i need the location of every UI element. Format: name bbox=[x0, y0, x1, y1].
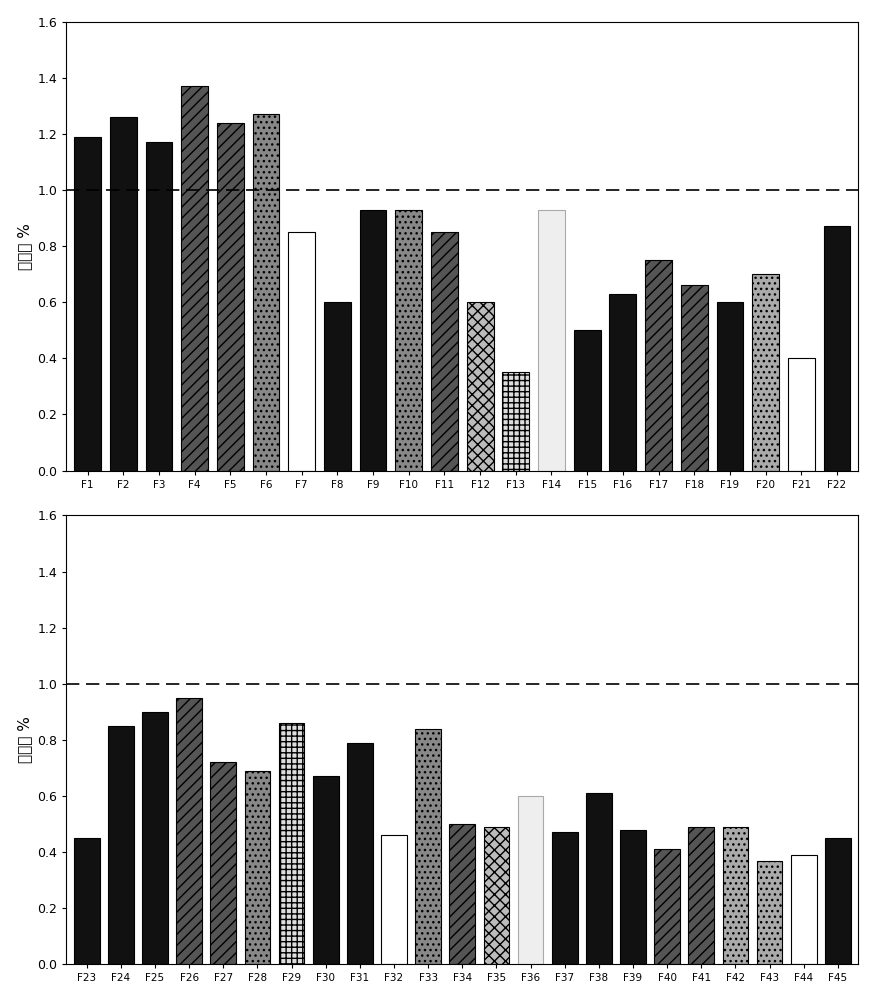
Y-axis label: 脆碎度 %: 脆碎度 % bbox=[17, 716, 32, 763]
Bar bbox=[450, 824, 475, 964]
Bar bbox=[396, 210, 422, 471]
Bar bbox=[689, 827, 714, 964]
Bar bbox=[177, 698, 202, 964]
Bar bbox=[416, 729, 441, 964]
Bar bbox=[108, 726, 134, 964]
Bar bbox=[620, 830, 646, 964]
Bar bbox=[382, 835, 407, 964]
Bar bbox=[324, 302, 351, 471]
Bar bbox=[717, 302, 743, 471]
Bar bbox=[313, 776, 339, 964]
Bar bbox=[825, 838, 850, 964]
Bar bbox=[645, 260, 672, 471]
Bar bbox=[245, 771, 270, 964]
Bar bbox=[791, 855, 816, 964]
Bar bbox=[217, 123, 244, 471]
Bar bbox=[752, 274, 779, 471]
Bar bbox=[279, 723, 304, 964]
Bar bbox=[654, 849, 680, 964]
Bar bbox=[723, 827, 748, 964]
Bar bbox=[74, 838, 100, 964]
Bar bbox=[253, 114, 279, 471]
Bar bbox=[74, 137, 101, 471]
Bar bbox=[484, 827, 509, 964]
Bar bbox=[466, 302, 493, 471]
Bar bbox=[586, 793, 612, 964]
Bar bbox=[518, 796, 543, 964]
Bar bbox=[757, 860, 782, 964]
Bar bbox=[347, 743, 373, 964]
Bar bbox=[823, 226, 850, 471]
Bar bbox=[502, 372, 529, 471]
Bar bbox=[360, 210, 387, 471]
Bar bbox=[538, 210, 565, 471]
Y-axis label: 脆碎度 %: 脆碎度 % bbox=[17, 223, 32, 270]
Bar bbox=[610, 294, 636, 471]
Bar bbox=[788, 358, 815, 471]
Bar bbox=[289, 232, 315, 471]
Bar bbox=[181, 86, 208, 471]
Bar bbox=[431, 232, 458, 471]
Bar bbox=[681, 285, 708, 471]
Bar bbox=[211, 762, 236, 964]
Bar bbox=[110, 117, 136, 471]
Bar bbox=[574, 330, 600, 471]
Bar bbox=[145, 142, 172, 471]
Bar bbox=[552, 832, 578, 964]
Bar bbox=[143, 712, 168, 964]
